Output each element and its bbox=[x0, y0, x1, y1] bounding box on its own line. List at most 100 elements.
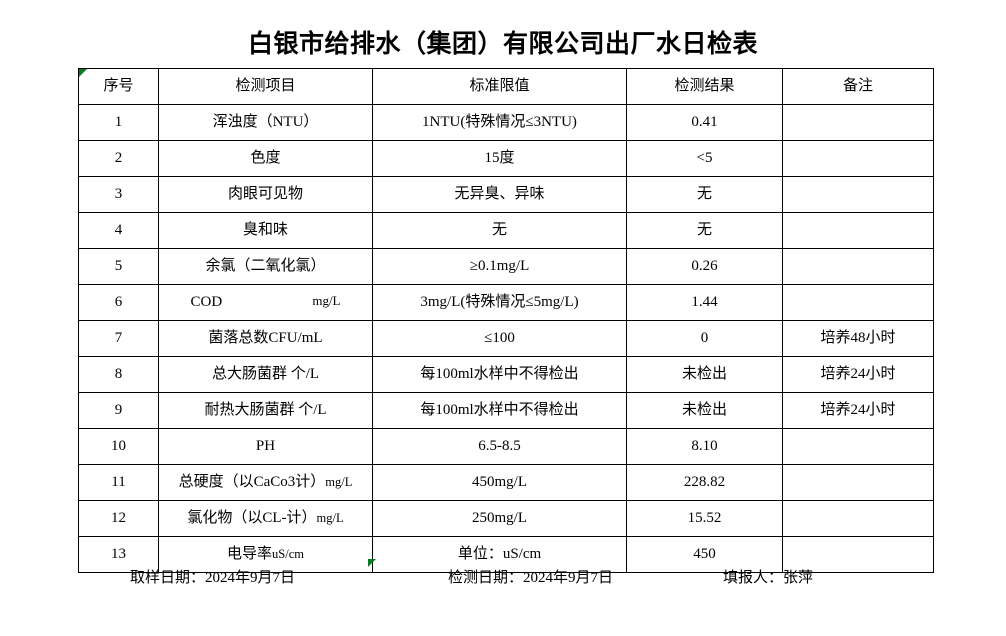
cell-remark bbox=[782, 176, 934, 213]
table-row: 7 菌落总数CFU/mL ≤100 0 培养48小时 bbox=[78, 320, 934, 357]
cell-item: 臭和味 bbox=[158, 212, 373, 249]
table-row: 4 臭和味无无 bbox=[78, 212, 934, 249]
table-row: 8 总大肠菌群 个/L 每100ml水样中不得检出 未检出 培养24小时 bbox=[78, 356, 934, 393]
table-row: 10 PH 6.5-8.5 8.10 bbox=[78, 428, 934, 465]
cell-limit: 250mg/L bbox=[372, 500, 627, 537]
column-header-no: 序号 bbox=[78, 68, 159, 105]
cell-remark bbox=[782, 140, 934, 177]
cell-remark: 培养24小时 bbox=[782, 356, 934, 393]
table-row: 13 电导率uS/cm 单位：uS/cm 450 bbox=[78, 536, 934, 573]
table-body: 1 浑浊度（NTU） 1NTU(特殊情况≤3NTU) 0.41 2 色度 15度 <5 3 肉眼可… bbox=[78, 104, 934, 573]
cell-limit: ≥0.1mg/L bbox=[372, 248, 627, 285]
cell-result: 无 bbox=[626, 212, 783, 249]
cell-remark bbox=[782, 284, 934, 321]
cell-limit: 无异臭、异味 bbox=[372, 176, 627, 213]
cell-no: 4 bbox=[78, 212, 159, 249]
cell-result: 0.41 bbox=[626, 104, 783, 141]
cell-result: <5 bbox=[626, 140, 783, 177]
cell-remark bbox=[782, 428, 934, 465]
cell-no: 12 bbox=[78, 500, 159, 537]
cell-item: COD mg/L bbox=[158, 284, 373, 321]
cell-result: 未检出 bbox=[626, 392, 783, 429]
cell-no: 1 bbox=[78, 104, 159, 141]
cell-remark: 培养48小时 bbox=[782, 320, 934, 357]
cell-limit: ≤100 bbox=[372, 320, 627, 357]
cell-item: 耐热大肠菌群 个/L bbox=[158, 392, 373, 429]
column-header-item: 检测项目 bbox=[158, 68, 373, 105]
cell-limit: 无 bbox=[372, 212, 627, 249]
cell-remark bbox=[782, 104, 934, 141]
table-row: 1 浑浊度（NTU） 1NTU(特殊情况≤3NTU) 0.41 bbox=[78, 104, 934, 141]
reporter: 填报人：张萍 bbox=[723, 570, 814, 586]
cell-remark bbox=[782, 212, 934, 249]
cell-no: 6 bbox=[78, 284, 159, 321]
table-row: 11 总硬度（以CaCo3计）mg/L 450mg/L 228.82 bbox=[78, 464, 934, 501]
cell-result: 0 bbox=[626, 320, 783, 357]
cell-no: 10 bbox=[78, 428, 159, 465]
cell-item: 电导率uS/cm bbox=[158, 536, 373, 573]
table-header-row: 序号 检测项目 标准限值 检测结果 备注 bbox=[78, 68, 934, 105]
test-date: 检测日期：2024年9月7日 bbox=[448, 570, 614, 586]
cell-limit: 每100ml水样中不得检出 bbox=[372, 356, 627, 393]
column-header-result: 检测结果 bbox=[626, 68, 783, 105]
table-row: 5 余氯（二氧化氯） ≥0.1mg/L 0.26 bbox=[78, 248, 934, 285]
table-row: 9 耐热大肠菌群 个/L 每100ml水样中不得检出 未检出 培养24小时 bbox=[78, 392, 934, 429]
cell-item: 总大肠菌群 个/L bbox=[158, 356, 373, 393]
cell-item-unit: mg/L bbox=[325, 475, 353, 490]
cell-item-name: 总硬度（以CaCo3计） bbox=[178, 474, 326, 491]
cell-error-marker-icon bbox=[368, 559, 376, 567]
cell-result: 15.52 bbox=[626, 500, 783, 537]
cell-error-marker-icon bbox=[79, 69, 87, 77]
cell-item: 氯化物（以CL-计）mg/L bbox=[158, 500, 373, 537]
cell-result: 未检出 bbox=[626, 356, 783, 393]
cell-item: 余氯（二氧化氯） bbox=[158, 248, 373, 285]
cell-result: 228.82 bbox=[626, 464, 783, 501]
column-header-limit: 标准限值 bbox=[372, 68, 627, 105]
cell-item: PH bbox=[158, 428, 373, 465]
cell-no: 5 bbox=[78, 248, 159, 285]
cell-result: 8.10 bbox=[626, 428, 783, 465]
cell-limit: 450mg/L bbox=[372, 464, 627, 501]
cell-item-name: 氯化物（以CL-计） bbox=[187, 510, 317, 527]
cell-result: 无 bbox=[626, 176, 783, 213]
cell-no: 13 bbox=[78, 536, 159, 573]
cell-limit: 单位：uS/cm bbox=[372, 536, 627, 573]
cell-result: 450 bbox=[626, 536, 783, 573]
cell-limit: 每100ml水样中不得检出 bbox=[372, 392, 627, 429]
cell-remark bbox=[782, 500, 934, 537]
table-row: 3 肉眼可见物 无异臭、异味无 bbox=[78, 176, 934, 213]
cell-no: 3 bbox=[78, 176, 159, 213]
cell-item-name: 电导率 bbox=[227, 546, 273, 563]
cell-no: 8 bbox=[78, 356, 159, 393]
cell-item-name: COD bbox=[190, 294, 223, 311]
cell-no: 7 bbox=[78, 320, 159, 357]
sample-date: 取样日期：2024年9月7日 bbox=[130, 570, 296, 586]
cell-item: 菌落总数CFU/mL bbox=[158, 320, 373, 357]
cell-limit: 15度 bbox=[372, 140, 627, 177]
cell-no: 9 bbox=[78, 392, 159, 429]
cell-no: 11 bbox=[78, 464, 159, 501]
cell-item-unit: uS/cm bbox=[272, 547, 304, 562]
cell-no: 2 bbox=[78, 140, 159, 177]
cell-item: 肉眼可见物 bbox=[158, 176, 373, 213]
cell-remark bbox=[782, 536, 934, 573]
cell-limit: 3mg/L(特殊情况≤5mg/L) bbox=[372, 284, 627, 321]
cell-item: 色度 bbox=[158, 140, 373, 177]
cell-item-unit: mg/L bbox=[316, 511, 344, 526]
cell-remark: 培养24小时 bbox=[782, 392, 934, 429]
cell-item-unit: mg/L bbox=[312, 293, 341, 309]
cell-remark bbox=[782, 464, 934, 501]
water-quality-table: 序号 检测项目 标准限值 检测结果 备注 1 浑浊度（NTU） 1NTU(特殊情况≤… bbox=[78, 68, 934, 573]
column-header-remark: 备注 bbox=[782, 68, 934, 105]
page-title: 白银市给排水（集团）有限公司出厂水日检表 bbox=[247, 31, 758, 58]
cell-item: 浑浊度（NTU） bbox=[158, 104, 373, 141]
footer: 取样日期：2024年9月7日 检测日期：2024年9月7日 填报人：张萍 bbox=[78, 566, 933, 592]
cell-remark bbox=[782, 248, 934, 285]
table-row: 6 COD mg/L 3mg/L(特殊情况≤5mg/L) 1.44 bbox=[78, 284, 934, 321]
cell-limit: 1NTU(特殊情况≤3NTU) bbox=[372, 104, 627, 141]
table-row: 2 色度 15度 <5 bbox=[78, 140, 934, 177]
cell-limit: 6.5-8.5 bbox=[372, 428, 627, 465]
cell-result: 1.44 bbox=[626, 284, 783, 321]
table-row: 12 氯化物（以CL-计）mg/L 250mg/L 15.52 bbox=[78, 500, 934, 537]
